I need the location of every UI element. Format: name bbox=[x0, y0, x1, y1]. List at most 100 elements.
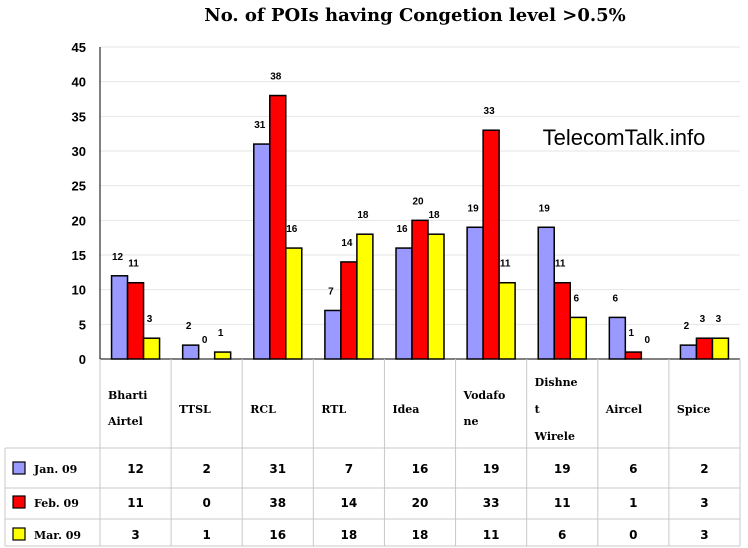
table-cell: 12 bbox=[127, 462, 144, 476]
category-label: Vodafo bbox=[463, 389, 506, 402]
bar bbox=[711, 337, 730, 360]
data-label: 20 bbox=[412, 196, 424, 207]
bar bbox=[269, 94, 287, 360]
table-cell: 18 bbox=[412, 528, 429, 542]
table-cell: 0 bbox=[202, 496, 210, 510]
bar bbox=[553, 281, 571, 360]
bar bbox=[679, 344, 698, 360]
table-cell: 1 bbox=[629, 496, 637, 510]
table-cell: 16 bbox=[269, 528, 286, 542]
table-cell: 20 bbox=[412, 496, 429, 510]
bar bbox=[695, 337, 714, 360]
category-label: Idea bbox=[392, 403, 419, 416]
y-tick-label: 40 bbox=[72, 75, 86, 90]
table-cell: 3 bbox=[700, 528, 708, 542]
bar bbox=[356, 233, 374, 360]
table-cell: 11 bbox=[127, 496, 144, 510]
bar bbox=[253, 143, 271, 360]
data-table: Bharti Airtel TTSL RCL RTL Idea Vodafo ne Dishne… bbox=[4, 359, 741, 547]
bar bbox=[142, 337, 161, 360]
table-cell: 19 bbox=[554, 462, 571, 476]
bar bbox=[498, 281, 516, 360]
bar bbox=[340, 261, 358, 360]
table-cell: 3 bbox=[131, 528, 139, 542]
data-label: 14 bbox=[341, 238, 353, 249]
y-tick-label: 25 bbox=[72, 179, 86, 194]
bar bbox=[608, 316, 627, 360]
table-cell: 18 bbox=[341, 528, 358, 542]
data-label: 3 bbox=[147, 314, 153, 325]
category-label: ne bbox=[464, 415, 479, 428]
y-tick-label: 0 bbox=[79, 352, 86, 367]
category-label: Wirele bbox=[534, 430, 575, 443]
chart-title: No. of POIs having Congetion level >0.5% bbox=[204, 5, 626, 26]
data-label: 0 bbox=[202, 335, 208, 346]
data-label: 2 bbox=[684, 321, 690, 332]
table-cell: 6 bbox=[629, 462, 637, 476]
data-label: 18 bbox=[357, 210, 369, 221]
bar bbox=[537, 226, 555, 360]
y-tick-label: 35 bbox=[72, 109, 86, 124]
watermark-text: TelecomTalk.info bbox=[543, 125, 706, 150]
data-label: 33 bbox=[484, 106, 496, 117]
table-cell: 19 bbox=[483, 462, 500, 476]
legend-swatch bbox=[12, 495, 26, 509]
table-cell: 3 bbox=[700, 496, 708, 510]
data-label: 7 bbox=[328, 286, 334, 297]
table-cell: 6 bbox=[558, 528, 566, 542]
category-label: Airtel bbox=[107, 415, 143, 428]
data-label: 6 bbox=[613, 293, 619, 304]
data-label: 38 bbox=[270, 72, 282, 83]
category-label: RTL bbox=[321, 403, 346, 416]
data-label: 19 bbox=[539, 203, 551, 214]
y-tick-label: 5 bbox=[79, 317, 86, 332]
y-tick-label: 10 bbox=[72, 283, 86, 298]
bar bbox=[181, 344, 200, 360]
bar bbox=[427, 233, 445, 360]
legend-swatch bbox=[12, 461, 26, 475]
table-cell: 14 bbox=[341, 496, 358, 510]
data-label: 31 bbox=[254, 120, 266, 131]
legend-label: Mar. 09 bbox=[34, 529, 81, 542]
y-tick-label: 20 bbox=[72, 213, 86, 228]
data-label: 11 bbox=[500, 259, 511, 270]
bar bbox=[213, 351, 232, 360]
table-cell: 2 bbox=[202, 462, 210, 476]
y-tick-label: 30 bbox=[72, 144, 86, 159]
category-label: TTSL bbox=[179, 403, 211, 416]
data-label: 11 bbox=[555, 259, 566, 270]
bar bbox=[624, 351, 643, 360]
data-label: 1 bbox=[629, 328, 635, 339]
table-cell: 11 bbox=[483, 528, 500, 542]
bars bbox=[110, 94, 730, 360]
category-label: Spice bbox=[677, 403, 711, 416]
category-label: Dishne bbox=[535, 376, 578, 389]
table-cell: 2 bbox=[700, 462, 708, 476]
table-cell: 7 bbox=[345, 462, 353, 476]
table-cell: 0 bbox=[629, 528, 637, 542]
bar bbox=[395, 247, 413, 360]
bar bbox=[126, 281, 145, 360]
legend-swatch bbox=[12, 527, 26, 541]
bar bbox=[466, 226, 484, 360]
y-tick-label: 15 bbox=[72, 248, 86, 263]
data-label: 3 bbox=[716, 314, 722, 325]
data-label: 11 bbox=[128, 259, 139, 270]
bar bbox=[285, 247, 303, 360]
table-cell: 1 bbox=[202, 528, 210, 542]
category-label: t bbox=[535, 403, 541, 416]
data-label: 3 bbox=[700, 314, 706, 325]
data-label: 16 bbox=[396, 224, 408, 235]
category-label: Aircel bbox=[605, 403, 642, 416]
category-label: Bharti bbox=[108, 389, 147, 402]
data-label: 1 bbox=[218, 328, 224, 339]
data-label: 6 bbox=[573, 293, 579, 304]
data-label: 18 bbox=[428, 210, 440, 221]
y-tick-label: 45 bbox=[72, 40, 86, 55]
data-label: 12 bbox=[112, 252, 124, 263]
legend-label: Feb. 09 bbox=[34, 497, 79, 510]
bar bbox=[411, 219, 429, 360]
